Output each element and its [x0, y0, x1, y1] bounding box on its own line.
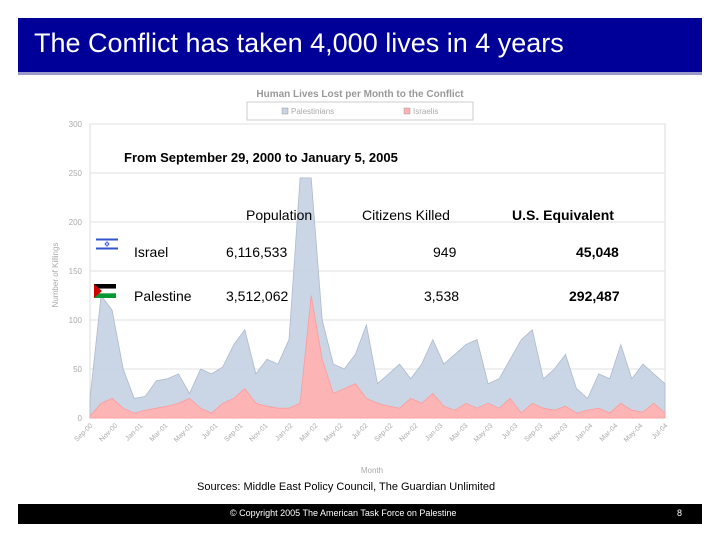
x-tick-label: Jul-03	[501, 422, 520, 441]
x-tick-label: Mar-01	[149, 422, 170, 443]
legend-box	[246, 101, 474, 121]
row-israel-us-equivalent: 45,048	[576, 244, 619, 260]
title-bar: The Conflict has taken 4,000 lives in 4 …	[18, 18, 702, 72]
header-citizens-killed: Citizens Killed	[362, 207, 450, 223]
copyright-text: © Copyright 2005 The American Task Force…	[230, 508, 457, 518]
row-israel-name: Israel	[134, 244, 169, 260]
y-tick-label: 250	[69, 169, 83, 178]
x-tick-label: Jan-01	[124, 422, 144, 442]
chart-title: Human Lives Lost per Month to the Confli…	[256, 89, 464, 100]
x-tick-label: Jan-03	[424, 422, 444, 442]
title-shadow	[18, 72, 702, 75]
x-tick-label: May-02	[323, 422, 345, 444]
slide-title: The Conflict has taken 4,000 lives in 4 …	[34, 28, 564, 58]
x-tick-label: Sep-01	[223, 422, 244, 443]
x-tick-label: Sep-02	[373, 422, 394, 443]
legend-swatch	[403, 107, 411, 115]
legend-swatch	[281, 107, 289, 115]
x-tick-label: Jan-04	[574, 422, 594, 442]
y-tick-label: 100	[69, 316, 83, 325]
sources-note: Sources: Middle East Policy Council, The…	[197, 481, 496, 493]
row-israel-killed: 949	[433, 244, 457, 260]
legend-label: Israelis	[413, 107, 438, 116]
legend-label: Palestinians	[291, 107, 334, 116]
x-tick-label: Nov-02	[398, 422, 419, 443]
x-tick-label: Mar-04	[599, 422, 620, 443]
y-tick-label: 0	[78, 414, 83, 423]
row-palestine-name: Palestine	[134, 288, 192, 304]
x-tick-label: Nov-03	[548, 422, 569, 443]
x-axis-label: Month	[361, 466, 383, 475]
y-tick-label: 150	[69, 267, 83, 276]
y-axis-label: Number of Killings	[51, 243, 60, 308]
x-tick-label: Sep-03	[523, 422, 544, 443]
x-tick-label: May-01	[173, 422, 195, 444]
row-palestine-population: 3,512,062	[226, 288, 289, 304]
palestine-flag-icon	[94, 284, 116, 298]
footer-bar: © Copyright 2005 The American Task Force…	[18, 504, 702, 524]
y-tick-label: 50	[73, 365, 82, 374]
x-tick-label: Jan-02	[274, 422, 294, 442]
y-tick-labels: 0 50 100 150 200 250 300	[69, 120, 83, 423]
israel-flag-icon	[96, 237, 118, 251]
x-tick-label: Sep-00	[73, 422, 94, 443]
y-tick-label: 200	[69, 218, 83, 227]
x-tick-label: Nov-01	[248, 422, 269, 443]
x-tick-label: Mar-02	[299, 422, 320, 443]
x-tick-label: May-04	[623, 422, 645, 444]
x-tick-label: Nov-00	[98, 422, 119, 443]
row-palestine-killed: 3,538	[424, 288, 460, 304]
chart-legend: Palestinians Israelis	[246, 101, 474, 121]
x-tick-label: Jul-01	[201, 422, 220, 441]
x-tick-label: Jul-04	[651, 422, 670, 441]
y-tick-label: 300	[69, 120, 83, 129]
slide-subtitle: From September 29, 2000 to January 5, 20…	[124, 150, 398, 165]
x-tick-labels: Sep-00 Nov-00 Jan-01 Mar-01 May-01 Jul-01 Sep-…	[73, 422, 669, 444]
x-tick-label: Mar-03	[449, 422, 470, 443]
header-population: Population	[246, 207, 313, 223]
x-tick-label: May-03	[473, 422, 495, 444]
row-palestine-us-equivalent: 292,487	[569, 288, 620, 304]
chart-areas	[89, 177, 666, 419]
series-area-israelis	[89, 295, 666, 419]
row-israel-population: 6,116,533	[226, 244, 288, 260]
page-number: 8	[676, 508, 682, 518]
header-us-equivalent: U.S. Equivalent	[512, 207, 614, 223]
chart-grid	[89, 123, 666, 419]
series-area-palestinians	[89, 177, 666, 419]
x-tick-label: Jul-02	[351, 422, 370, 441]
